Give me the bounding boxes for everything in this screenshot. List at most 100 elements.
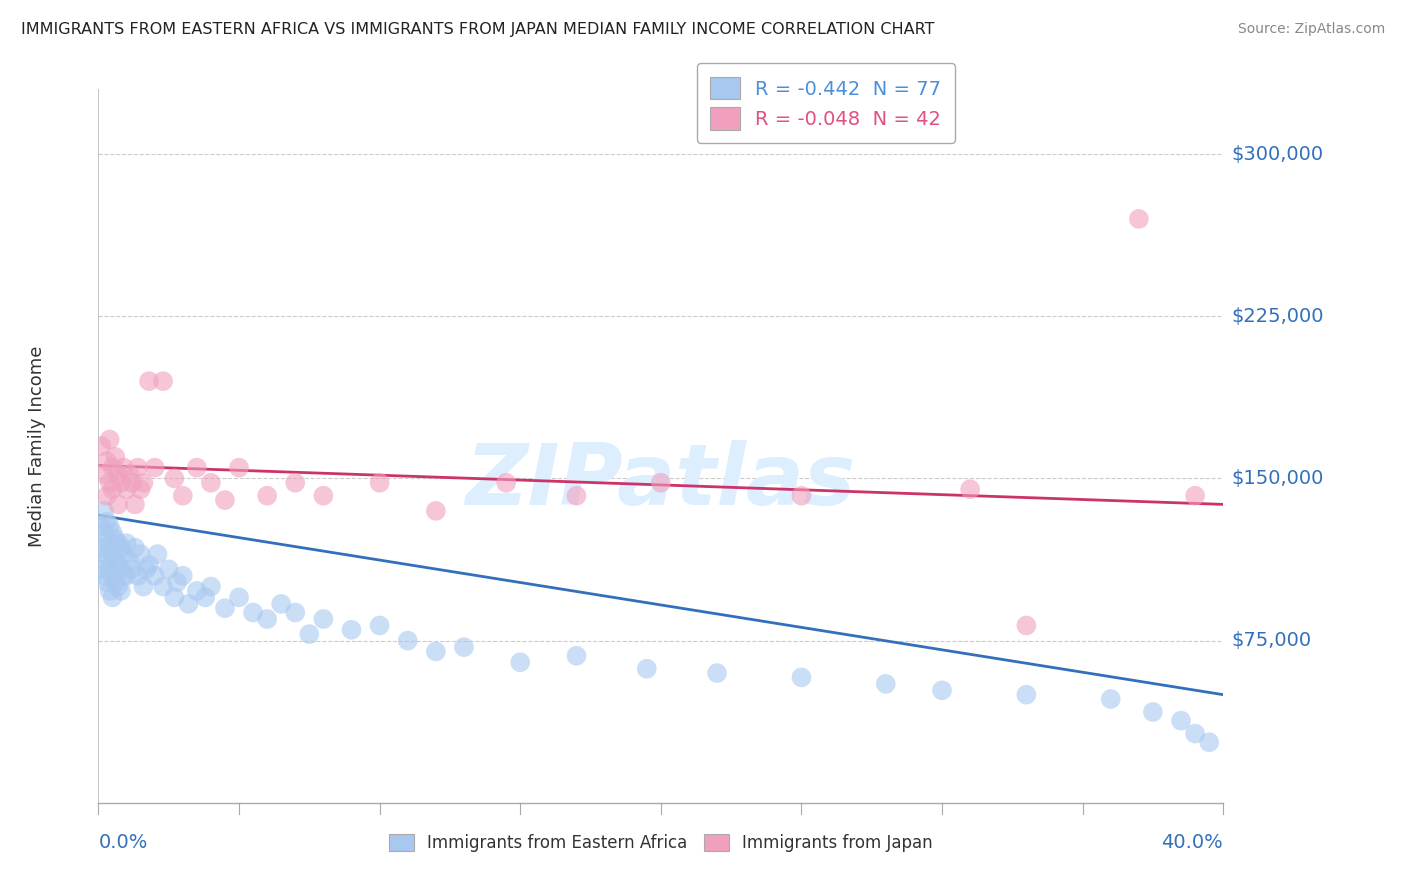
Point bbox=[135, 562, 157, 576]
Point bbox=[93, 547, 115, 561]
Point bbox=[368, 475, 391, 490]
Point bbox=[93, 467, 115, 482]
Point bbox=[101, 568, 124, 582]
Point bbox=[1128, 211, 1150, 226]
Point bbox=[186, 583, 208, 598]
Point bbox=[98, 541, 121, 555]
Point bbox=[228, 460, 250, 475]
Text: IMMIGRANTS FROM EASTERN AFRICA VS IMMIGRANTS FROM JAPAN MEDIAN FAMILY INCOME COR: IMMIGRANTS FROM EASTERN AFRICA VS IMMIGR… bbox=[21, 22, 935, 37]
Text: $150,000: $150,000 bbox=[1232, 469, 1324, 488]
Point bbox=[112, 568, 135, 582]
Point bbox=[790, 489, 813, 503]
Point bbox=[256, 489, 278, 503]
Point bbox=[115, 482, 138, 496]
Point bbox=[110, 541, 132, 555]
Point bbox=[129, 482, 152, 496]
Point bbox=[93, 525, 115, 540]
Point bbox=[270, 597, 292, 611]
Point bbox=[157, 562, 180, 576]
Point bbox=[509, 655, 531, 669]
Text: ZIPatlas: ZIPatlas bbox=[465, 440, 856, 524]
Point bbox=[368, 618, 391, 632]
Point bbox=[96, 489, 118, 503]
Point bbox=[101, 525, 124, 540]
Point bbox=[194, 591, 217, 605]
Point bbox=[104, 450, 127, 464]
Point bbox=[112, 460, 135, 475]
Point bbox=[132, 475, 155, 490]
Point bbox=[110, 562, 132, 576]
Point bbox=[1015, 688, 1038, 702]
Point bbox=[242, 606, 264, 620]
Point bbox=[121, 562, 143, 576]
Point bbox=[1170, 714, 1192, 728]
Text: 40.0%: 40.0% bbox=[1161, 833, 1223, 852]
Point bbox=[138, 374, 160, 388]
Point bbox=[98, 475, 121, 490]
Point bbox=[127, 460, 149, 475]
Point bbox=[166, 575, 188, 590]
Point bbox=[96, 515, 118, 529]
Point bbox=[228, 591, 250, 605]
Point bbox=[107, 467, 129, 482]
Point bbox=[214, 493, 236, 508]
Point bbox=[90, 439, 112, 453]
Point bbox=[875, 677, 897, 691]
Point bbox=[110, 583, 132, 598]
Point bbox=[121, 475, 143, 490]
Point bbox=[425, 644, 447, 658]
Point bbox=[172, 568, 194, 582]
Point bbox=[650, 475, 672, 490]
Point bbox=[959, 482, 981, 496]
Point bbox=[312, 612, 335, 626]
Legend: Immigrants from Eastern Africa, Immigrants from Japan: Immigrants from Eastern Africa, Immigran… bbox=[378, 824, 943, 863]
Point bbox=[152, 580, 174, 594]
Point bbox=[790, 670, 813, 684]
Point bbox=[107, 580, 129, 594]
Point bbox=[706, 666, 728, 681]
Point bbox=[340, 623, 363, 637]
Text: 0.0%: 0.0% bbox=[98, 833, 148, 852]
Point bbox=[115, 568, 138, 582]
Point bbox=[98, 562, 121, 576]
Text: $75,000: $75,000 bbox=[1232, 632, 1312, 650]
Point bbox=[143, 568, 166, 582]
Point bbox=[284, 606, 307, 620]
Point bbox=[931, 683, 953, 698]
Point bbox=[312, 489, 335, 503]
Point bbox=[118, 467, 141, 482]
Point bbox=[565, 489, 588, 503]
Point bbox=[146, 547, 169, 561]
Point bbox=[132, 580, 155, 594]
Point bbox=[110, 475, 132, 490]
Point bbox=[93, 568, 115, 582]
Point bbox=[101, 482, 124, 496]
Point bbox=[495, 475, 517, 490]
Point bbox=[453, 640, 475, 654]
Text: $225,000: $225,000 bbox=[1232, 307, 1324, 326]
Point bbox=[93, 504, 115, 518]
Point bbox=[214, 601, 236, 615]
Point bbox=[107, 497, 129, 511]
Point bbox=[98, 519, 121, 533]
Point bbox=[186, 460, 208, 475]
Point bbox=[96, 532, 118, 546]
Point bbox=[256, 612, 278, 626]
Point bbox=[152, 374, 174, 388]
Point bbox=[127, 568, 149, 582]
Point bbox=[101, 591, 124, 605]
Point bbox=[636, 662, 658, 676]
Point bbox=[90, 519, 112, 533]
Point bbox=[101, 547, 124, 561]
Point bbox=[104, 575, 127, 590]
Point bbox=[177, 597, 200, 611]
Point bbox=[1015, 618, 1038, 632]
Point bbox=[96, 553, 118, 567]
Point bbox=[90, 541, 112, 555]
Text: $300,000: $300,000 bbox=[1232, 145, 1324, 163]
Point bbox=[565, 648, 588, 663]
Point bbox=[143, 460, 166, 475]
Point bbox=[138, 558, 160, 572]
Point bbox=[107, 558, 129, 572]
Point bbox=[124, 497, 146, 511]
